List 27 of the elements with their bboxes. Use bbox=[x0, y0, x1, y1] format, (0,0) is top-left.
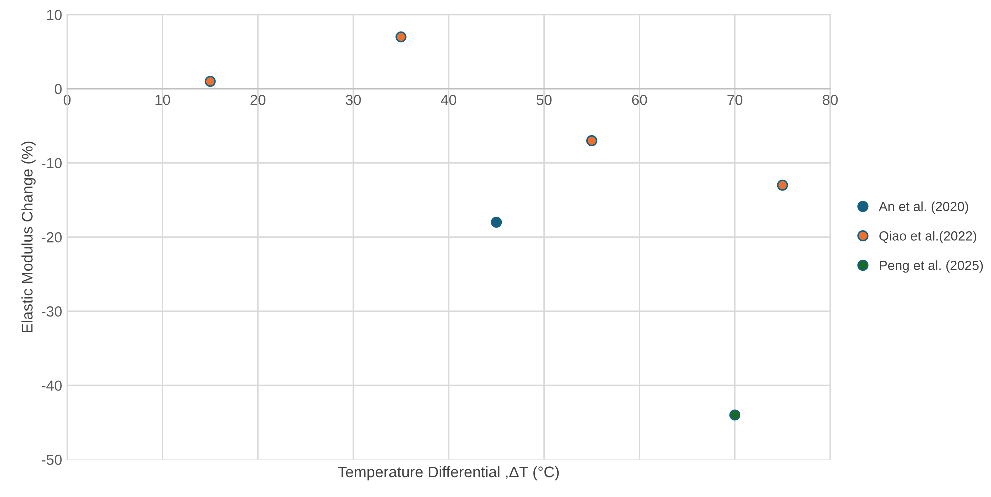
y-tick-label: 0 bbox=[54, 84, 62, 94]
x-tick-label: 60 bbox=[632, 94, 648, 106]
y-axis-title: Elastic Modulus Change (%) bbox=[22, 142, 36, 332]
y-tick-label: 10 bbox=[47, 10, 62, 20]
legend-label: An et al. (2020) bbox=[879, 202, 968, 214]
y-tick-label: -30 bbox=[42, 306, 62, 317]
y-tick-label: -10 bbox=[42, 158, 62, 169]
y-tick-label: -40 bbox=[42, 380, 62, 392]
point bbox=[777, 180, 788, 191]
y-tick-label: -50 bbox=[42, 454, 62, 466]
point bbox=[586, 135, 598, 146]
x-tick-label: 20 bbox=[250, 94, 266, 106]
x-axis-title: Temperature Differential ,ΔT (°C) bbox=[338, 466, 560, 481]
x-tick-label: 30 bbox=[346, 94, 362, 106]
x-tick-label: 50 bbox=[536, 94, 552, 106]
point bbox=[396, 32, 407, 43]
point bbox=[204, 76, 216, 88]
legend-label: Peng et al. (2025) bbox=[880, 260, 984, 273]
point bbox=[491, 216, 502, 228]
point bbox=[730, 410, 741, 421]
x-tick-label: 10 bbox=[156, 94, 170, 106]
x-tick-label: 80 bbox=[822, 94, 838, 106]
legend-label: Qiao et al.(2022) bbox=[880, 231, 976, 244]
y-tick-label: -20 bbox=[42, 232, 62, 243]
x-tick-label: 40 bbox=[441, 94, 456, 106]
x-tick-label: 70 bbox=[728, 94, 743, 106]
x-tick-label: 0 bbox=[64, 94, 71, 106]
